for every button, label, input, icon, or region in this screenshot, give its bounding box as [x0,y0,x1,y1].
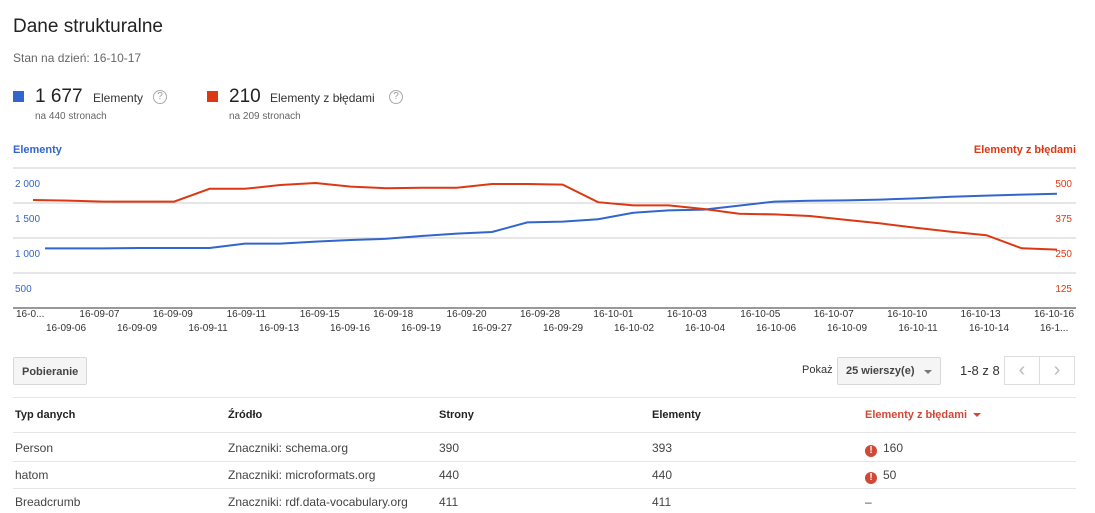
series-swatch-elements [13,91,24,102]
x-axis-tick-label: 16-10-03 [667,309,707,320]
x-axis-tick-label: 16-10-14 [969,323,1009,334]
x-axis-tick-label: 16-1... [1040,323,1068,334]
help-icon[interactable]: ? [153,90,167,104]
x-axis-tick-label: 16-09-16 [330,323,370,334]
x-axis-tick-label: 16-10-09 [827,323,867,334]
x-axis-tick-label: 16-10-06 [756,323,796,334]
x-axis-tick-label: 16-10-02 [614,323,654,334]
error-icon: ! [865,445,877,457]
x-axis-tick-label: 16-10-10 [887,309,927,320]
rows-per-page-value: 25 wierszy(e) [846,365,915,377]
download-button[interactable]: Pobieranie [13,357,88,385]
column-header-errors-label: Elementy z błędami [865,409,968,421]
pagination-status: 1-8 z 8 [960,363,1000,378]
table-cell-source: Znaczniki: schema.org [228,441,349,455]
x-axis-tick-label: 16-09-27 [472,323,512,334]
page-title: Dane strukturalne [13,16,163,37]
table-cell-items: 393 [652,441,673,455]
x-axis-tick-label: 16-10-07 [814,309,854,320]
x-axis-tick-label: 16-10-13 [961,309,1001,320]
metric-errors-value: 210 [229,86,261,107]
x-axis-tick-label: 16-09-28 [520,309,560,320]
x-axis-tick-label: 16-09-15 [300,309,340,320]
chevron-right-icon: › [1053,359,1061,381]
x-axis-tick-label: 16-09-19 [401,323,441,334]
left-axis-tick-label: 500 [15,284,32,295]
x-axis-tick-label: 16-10-01 [593,309,633,320]
right-axis-tick-label: 125 [1055,284,1072,295]
row-divider [13,461,1076,462]
series-line-errors [32,181,1058,251]
x-axis-tick-label: 16-09-13 [259,323,299,334]
chevron-down-icon [924,370,932,374]
series-line-elements [45,192,1058,250]
x-axis-tick-label: 16-09-09 [117,323,157,334]
table-cell-type[interactable]: Person [15,441,54,455]
rows-per-page-label: Pokaż [802,364,833,376]
table-header-divider [13,432,1076,433]
column-header-items[interactable]: Elementy [652,409,701,421]
table-cell-type[interactable]: hatom [15,468,49,482]
error-icon: ! [865,472,877,484]
metric-elements-label: Elementy [93,91,144,105]
x-axis-tick-label: 16-09-06 [46,323,86,334]
x-axis-tick-label: 16-09-29 [543,323,583,334]
x-axis-tick-label: 16-09-20 [447,309,487,320]
errors-count: 160 [883,441,904,455]
sort-desc-icon [973,413,982,418]
x-axis-tick-label: 16-09-09 [153,309,193,320]
column-header-pages[interactable]: Strony [439,409,474,421]
row-divider [13,488,1076,489]
table-top-divider [13,397,1076,398]
x-axis-tick-label: 16-10-04 [685,323,725,334]
table-cell-source: Znaczniki: rdf.data-vocabulary.org [228,495,408,509]
metric-errors-label: Elementy z błędami [270,91,375,105]
errors-count: 50 [883,468,897,482]
right-axis-tick-label: 250 [1055,249,1072,260]
table-cell-pages: 440 [439,468,460,482]
table-cell-pages: 411 [439,495,459,509]
metric-errors-pages: na 209 stronach [229,111,301,122]
x-axis-tick-label: 16-10-16 [1034,309,1074,320]
left-axis-title: Elementy [13,144,62,156]
table-cell-type[interactable]: Breadcrumb [15,495,81,509]
x-axis-tick-label: 16-09-07 [79,309,119,320]
left-axis-tick-label: 2 000 [15,179,40,190]
table-cell-source: Znaczniki: microformats.org [228,468,376,482]
x-axis-tick-label: 16-09-11 [188,323,228,334]
metric-elements-value: 1 677 [35,86,83,107]
table-cell-errors: ! 50 [865,468,896,484]
table-cell-items: 411 [652,495,672,509]
right-axis-title: Elementy z błędami [973,144,1076,156]
x-axis-tick-label: 16-09-18 [373,309,413,320]
x-axis-tick-label: 16-10-05 [740,309,780,320]
column-header-errors[interactable]: Elementy z błędami [865,409,982,421]
chevron-left-icon: ‹ [1018,359,1026,381]
right-axis-tick-label: 375 [1055,214,1072,225]
column-header-type[interactable]: Typ danych [15,409,76,421]
right-axis-tick-label: 500 [1055,179,1072,190]
x-axis-tick-label: 16-0... [16,309,44,320]
table-cell-errors: ! 160 [865,441,903,457]
series-swatch-errors [207,91,218,102]
column-header-source[interactable]: Źródło [228,409,263,421]
metric-elements-pages: na 440 stronach [35,111,107,122]
x-axis-tick-label: 16-09-11 [227,309,267,320]
next-page-button[interactable]: › [1039,356,1075,385]
left-axis-tick-label: 1 000 [15,249,40,260]
x-axis-tick-label: 16-10-11 [898,323,938,334]
prev-page-button[interactable]: ‹ [1004,356,1040,385]
status-date: Stan na dzień: 16-10-17 [13,51,142,65]
table-cell-pages: 390 [439,441,460,455]
left-axis-tick-label: 1 500 [15,214,40,225]
help-icon[interactable]: ? [389,90,403,104]
errors-count: – [865,495,872,509]
table-cell-errors: – [865,495,872,509]
table-cell-items: 440 [652,468,673,482]
rows-per-page-select[interactable]: 25 wierszy(e) [837,357,941,385]
